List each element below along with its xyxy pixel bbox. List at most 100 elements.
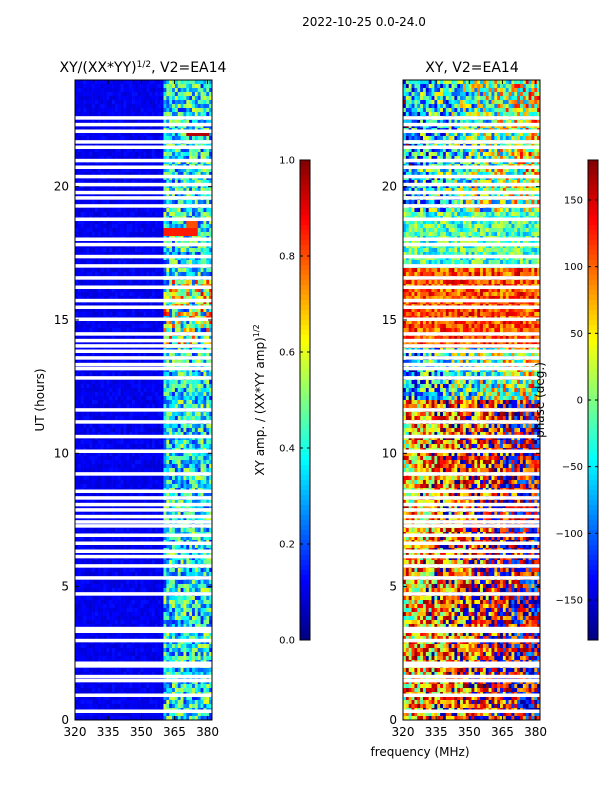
heatmap-cell (143, 148, 147, 153)
heatmap-cell (112, 384, 116, 389)
heatmap-cell (83, 80, 87, 85)
heatmap-cell (89, 464, 93, 469)
heatmap-cell (109, 228, 113, 233)
heatmap-cell (126, 416, 130, 421)
heatmap-cell (86, 120, 90, 125)
heatmap-cell (109, 336, 113, 341)
heatmap-cell (126, 240, 130, 245)
heatmap-cell (97, 132, 101, 137)
heatmap-cell (109, 132, 113, 137)
heatmap-cell (200, 352, 204, 357)
heatmap-cell (109, 440, 113, 445)
heatmap-cell (186, 96, 190, 101)
heatmap-cell (134, 484, 139, 489)
heatmap-cell (180, 384, 184, 389)
heatmap-cell (80, 200, 84, 205)
heatmap-cell (92, 232, 96, 237)
heatmap-cell (174, 208, 179, 213)
heatmap-cell (154, 272, 159, 277)
heatmap-cell (89, 384, 93, 389)
heatmap-cell (89, 404, 93, 409)
heatmap-cell (183, 152, 187, 157)
heatmap-cell (80, 84, 84, 89)
heatmap-cell (157, 88, 161, 93)
heatmap-cell (80, 272, 84, 277)
heatmap-cell (206, 248, 210, 253)
heatmap-cell (134, 424, 139, 429)
heatmap-cell (146, 388, 150, 393)
heatmap-cell (83, 312, 87, 317)
heatmap-cell (169, 92, 173, 97)
heatmap-cell (146, 232, 150, 237)
heatmap-cell (140, 328, 144, 333)
heatmap-cell (154, 384, 159, 389)
heatmap-cell (92, 156, 96, 161)
heatmap-cell (149, 288, 153, 293)
heatmap-cell (129, 188, 133, 193)
heatmap-cell (189, 188, 193, 193)
heatmap-cell (154, 380, 159, 385)
heatmap-cell (132, 260, 136, 265)
heatmap-cell (106, 268, 110, 273)
heatmap-cell (160, 104, 164, 109)
heatmap-cell (134, 372, 139, 377)
heatmap-cell (189, 84, 193, 89)
heatmap-cell (169, 136, 173, 141)
heatmap-cell (203, 252, 207, 257)
heatmap-cell (100, 248, 104, 253)
heatmap-cell (83, 212, 87, 217)
heatmap-cell (183, 460, 187, 465)
heatmap-cell (123, 440, 127, 445)
heatmap-cell (174, 336, 179, 341)
heatmap-cell (140, 272, 144, 277)
heatmap-cell (140, 188, 144, 193)
heatmap-cell (117, 84, 121, 89)
heatmap-cell (140, 360, 144, 365)
heatmap-cell (206, 96, 210, 101)
heatmap-cell (146, 84, 150, 89)
heatmap-cell (154, 468, 159, 473)
heatmap-cell (117, 168, 121, 173)
heatmap-cell (89, 336, 93, 341)
heatmap-cell (114, 240, 119, 245)
heatmap-cell (75, 232, 79, 237)
heatmap-cell (183, 100, 187, 105)
heatmap-cell (169, 232, 173, 237)
heatmap-cell (152, 168, 156, 173)
heatmap-cell (86, 460, 90, 465)
heatmap-cell (186, 272, 190, 277)
heatmap-cell (206, 308, 210, 313)
heatmap-cell (126, 208, 130, 213)
heatmap-cell (129, 180, 133, 185)
heatmap-cell (109, 460, 113, 465)
heatmap-cell (123, 292, 127, 297)
heatmap-cell (123, 416, 127, 421)
heatmap-cell (154, 112, 159, 117)
heatmap-cell (154, 404, 159, 409)
heatmap-cell (109, 384, 113, 389)
heatmap-cell (152, 132, 156, 137)
heatmap-cell (140, 228, 144, 233)
heatmap-cell (160, 384, 164, 389)
heatmap-cell (106, 384, 110, 389)
heatmap-cell (109, 100, 113, 105)
heatmap-cell (120, 100, 124, 105)
heatmap-cell (120, 416, 124, 421)
heatmap-cell (83, 416, 87, 421)
heatmap-cell (132, 224, 136, 229)
heatmap-cell (75, 252, 79, 257)
heatmap-cell (146, 120, 150, 125)
heatmap-cell (77, 188, 81, 193)
heatmap-cell (134, 456, 139, 461)
heatmap-cell (86, 268, 90, 273)
heatmap-cell (174, 220, 179, 225)
heatmap-cell (86, 280, 90, 285)
heatmap-cell (197, 220, 201, 225)
heatmap-cell (126, 232, 130, 237)
heatmap-cell (137, 248, 141, 253)
heatmap-cell (189, 168, 193, 173)
heatmap-cell (154, 388, 159, 393)
heatmap-cell (180, 228, 184, 233)
heatmap-cell (92, 172, 96, 177)
heatmap-cell (143, 308, 147, 313)
